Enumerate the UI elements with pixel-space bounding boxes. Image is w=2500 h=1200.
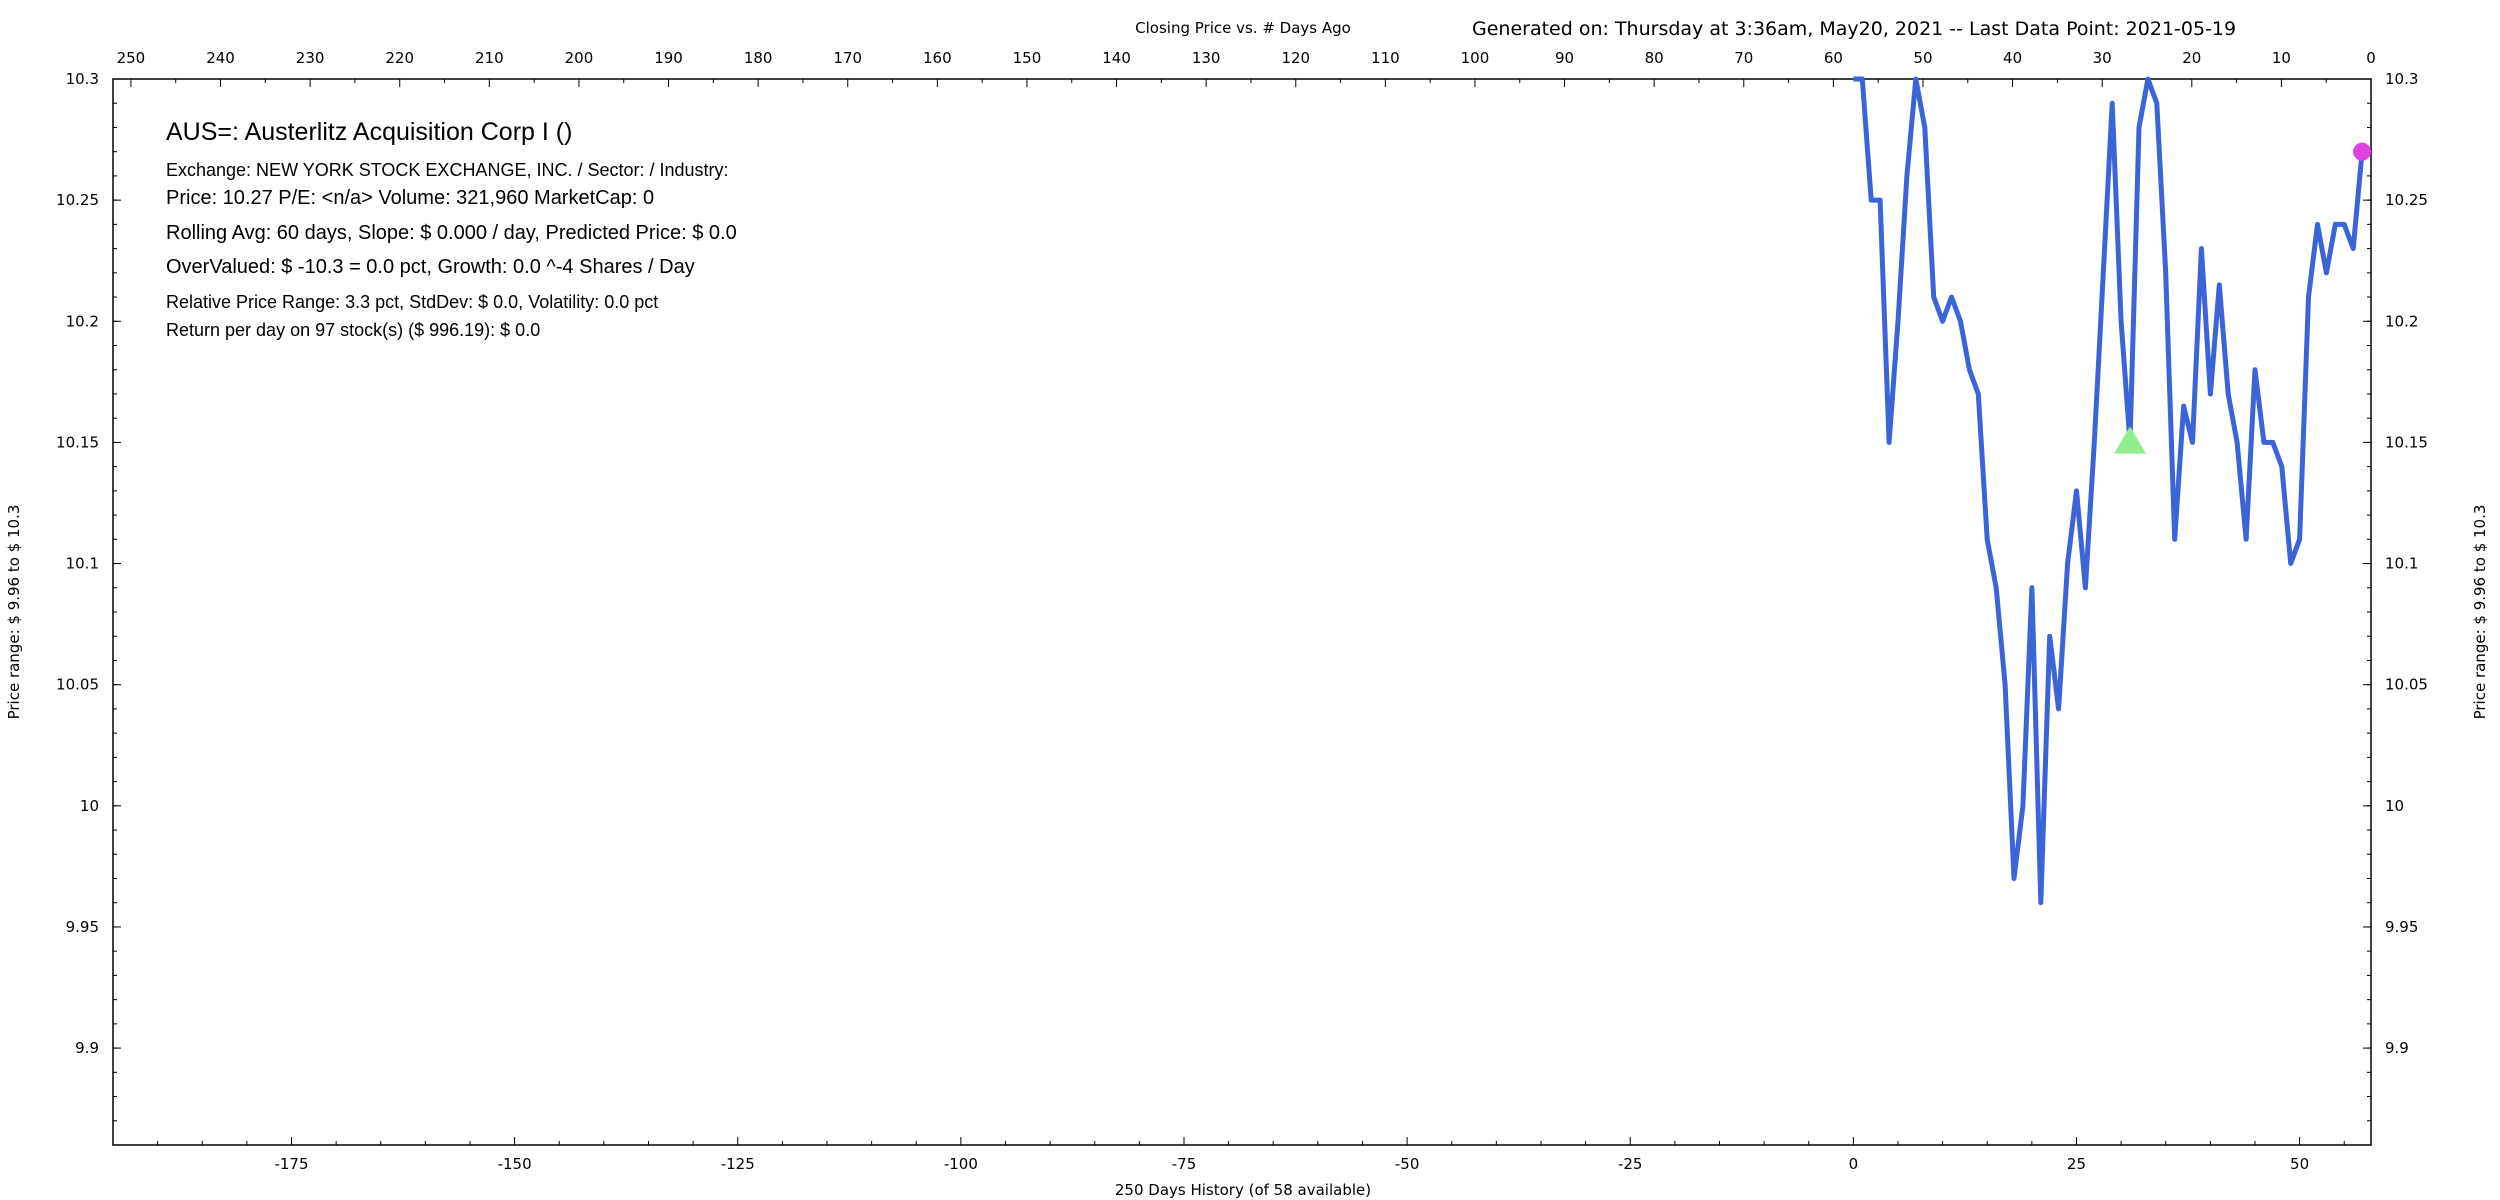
top-tick-label: 210 (475, 49, 504, 67)
top-tick-label: 240 (206, 49, 235, 67)
y-tick-label-left: 9.95 (66, 918, 99, 936)
top-tick-label: 40 (2003, 49, 2022, 67)
overvalued-info: OverValued: $ -10.3 = 0.0 pct, Growth: 0… (166, 256, 695, 278)
y-tick-label-left: 9.9 (75, 1039, 99, 1057)
y-axis-label-left: Price range: $ 9.96 to $ 10.3 (5, 505, 23, 720)
x-tick-label: -150 (498, 1155, 532, 1173)
triangle-marker (2114, 426, 2147, 454)
x-axis-label: 250 Days History (of 58 available) (1115, 1181, 1371, 1199)
price-range-info: Relative Price Range: 3.3 pct, StdDev: $… (166, 292, 659, 312)
stock-title: AUS=: Austerlitz Acquisition Corp I () (166, 118, 573, 146)
top-tick-label: 130 (1192, 49, 1221, 67)
top-tick-label: 250 (117, 49, 146, 67)
x-tick-label: 50 (2290, 1155, 2309, 1173)
exchange-info: Exchange: NEW YORK STOCK EXCHANGE, INC. … (166, 160, 729, 180)
chart-title: Closing Price vs. # Days Ago (1135, 19, 1351, 37)
y-tick-label-right: 10.25 (2385, 191, 2428, 209)
x-tick-label: -100 (944, 1155, 978, 1173)
top-tick-label: 100 (1461, 49, 1490, 67)
top-tick-label: 10 (2272, 49, 2291, 67)
y-tick-label-left: 10.15 (56, 433, 99, 451)
top-tick-label: 230 (296, 49, 325, 67)
y-tick-label-left: 10 (80, 797, 99, 815)
top-tick-label: 50 (1913, 49, 1932, 67)
x-tick-label: 25 (2067, 1155, 2086, 1173)
y-tick-label-right: 10.2 (2385, 312, 2418, 330)
top-tick-label: 180 (744, 49, 773, 67)
series-layer (1853, 76, 2372, 906)
top-tick-label: 140 (1102, 49, 1131, 67)
generated-info: Generated on: Thursday at 3:36am, May20,… (1472, 18, 2236, 40)
x-tick-label: 0 (1849, 1155, 1859, 1173)
axis-ticks: -175 -150 -125 -100 -75 -50 -25 0 25 50 250 240 230 2… (56, 49, 2428, 1173)
y-axis-label-right: Price range: $ 9.96 to $ 10.3 (2471, 505, 2489, 720)
y-tick-label-left: 10.2 (66, 312, 99, 330)
top-tick-label: 150 (1013, 49, 1042, 67)
y-tick-label-left: 10.1 (66, 555, 99, 573)
top-tick-label: 190 (654, 49, 683, 67)
x-tick-label: -125 (721, 1155, 755, 1173)
top-tick-label: 220 (385, 49, 414, 67)
y-tick-label-right: 10 (2385, 797, 2404, 815)
top-tick-label: 0 (2366, 49, 2376, 67)
top-tick-label: 30 (2093, 49, 2112, 67)
top-tick-label: 90 (1555, 49, 1574, 67)
top-tick-label: 110 (1371, 49, 1400, 67)
return-info: Return per day on 97 stock(s) ($ 996.19)… (166, 320, 541, 340)
x-tick-label: -75 (1172, 1155, 1197, 1173)
x-tick-label: -25 (1618, 1155, 1643, 1173)
current-price-marker (2353, 142, 2372, 161)
y-tick-label-left: 10.3 (66, 70, 99, 88)
top-tick-label: 120 (1281, 49, 1310, 67)
y-tick-label-left: 10.25 (56, 191, 99, 209)
top-tick-label: 20 (2182, 49, 2201, 67)
price-info: Price: 10.27 P/E: <n/a> Volume: 321,960 … (166, 187, 655, 209)
y-tick-label-left: 10.05 (56, 676, 99, 694)
top-tick-label: 170 (833, 49, 862, 67)
price-line (1853, 76, 2365, 906)
top-tick-label: 200 (565, 49, 594, 67)
top-tick-label: 70 (1734, 49, 1753, 67)
y-tick-label-right: 10.1 (2385, 555, 2418, 573)
y-tick-label-right: 10.15 (2385, 433, 2428, 451)
top-tick-label: 160 (923, 49, 952, 67)
y-tick-label-right: 10.3 (2385, 70, 2418, 88)
rolling-avg-info: Rolling Avg: 60 days, Slope: $ 0.000 / d… (166, 222, 737, 244)
x-tick-label: -50 (1395, 1155, 1420, 1173)
top-tick-label: 80 (1645, 49, 1664, 67)
y-tick-label-right: 9.95 (2385, 918, 2418, 936)
y-tick-label-right: 10.05 (2385, 676, 2428, 694)
top-tick-label: 60 (1824, 49, 1843, 67)
y-tick-label-right: 9.9 (2385, 1039, 2409, 1057)
x-tick-label: -175 (274, 1155, 308, 1173)
